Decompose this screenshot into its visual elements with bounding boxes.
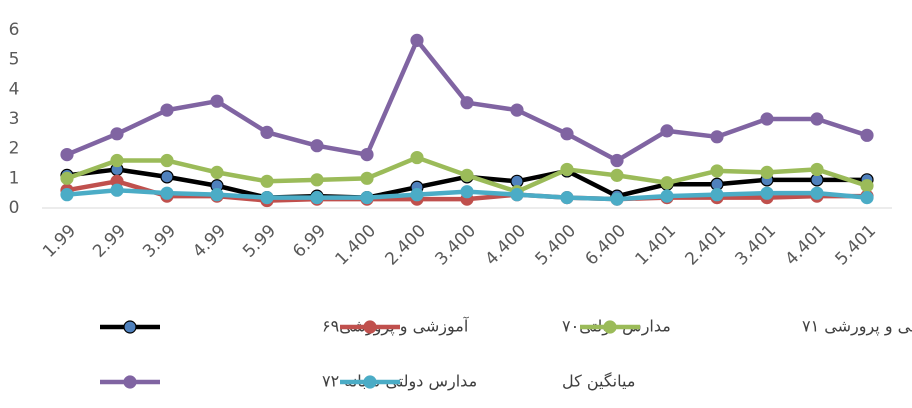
marker (160, 103, 174, 117)
y-tick-label: 2 (9, 139, 20, 159)
marker (760, 186, 774, 200)
marker (660, 189, 674, 203)
marker (310, 139, 324, 153)
marker (110, 183, 124, 197)
marker (260, 191, 274, 205)
marker (560, 162, 574, 177)
x-tick-label: 5.400 (532, 221, 581, 270)
marker (860, 179, 874, 193)
marker (510, 103, 524, 117)
marker (860, 191, 874, 205)
marker (460, 168, 474, 182)
y-tick-label: 5 (9, 50, 20, 70)
marker (260, 125, 274, 139)
marker (310, 191, 324, 205)
y-tick-label: 0 (9, 198, 20, 218)
marker (360, 191, 374, 205)
x-tick-label: 5.99 (239, 221, 280, 262)
marker (810, 112, 824, 126)
legend-marker (363, 320, 377, 334)
y-tick-label: 1 (9, 168, 20, 188)
marker (210, 94, 224, 108)
marker (160, 153, 174, 168)
x-tick-label: 2.400 (382, 221, 431, 270)
marker (560, 191, 574, 205)
marker (110, 127, 124, 141)
marker (410, 33, 424, 47)
x-tick-label: 6.99 (289, 221, 330, 262)
marker (760, 112, 774, 126)
marker (410, 188, 424, 202)
marker (660, 124, 674, 138)
marker (460, 96, 474, 110)
x-tick-label: 4.99 (189, 221, 230, 262)
x-tick-label: 1.99 (39, 221, 80, 262)
legend-marker (123, 375, 137, 389)
x-tick-label: 3.99 (139, 221, 180, 262)
marker (860, 128, 874, 142)
y-tick-label: 3 (9, 109, 20, 129)
x-tick-label: 6.400 (582, 221, 631, 270)
marker (210, 165, 224, 179)
x-tick-label: 2.99 (89, 221, 130, 262)
marker (810, 162, 824, 177)
x-tick-label: 4.400 (482, 221, 531, 270)
marker (160, 186, 174, 200)
marker (610, 153, 624, 168)
x-tick-label: 4.401 (782, 221, 831, 270)
marker (560, 127, 574, 141)
legend-label: میانگین کل (562, 372, 635, 392)
marker (660, 176, 674, 190)
legend-label: آموزشی و پرورشی ۷۱ (802, 317, 912, 337)
y-tick-label: 6 (9, 20, 20, 40)
x-tick-label: 1.400 (332, 221, 381, 270)
marker (710, 188, 724, 202)
x-tick-label: 2.401 (682, 221, 731, 270)
y-tick-label: 4 (9, 79, 20, 99)
legend-marker (603, 320, 617, 334)
legend-marker (123, 320, 137, 334)
marker (60, 148, 74, 162)
marker (360, 148, 374, 162)
marker (160, 170, 174, 184)
marker (710, 164, 724, 178)
marker (610, 192, 624, 206)
x-tick-label: 1.401 (632, 221, 681, 270)
marker (760, 165, 774, 179)
x-tick-label: 3.401 (732, 221, 781, 270)
marker (360, 171, 374, 185)
marker (260, 174, 274, 188)
marker (110, 153, 124, 168)
marker (210, 188, 224, 202)
marker (510, 188, 524, 202)
x-tick-label: 5.401 (832, 221, 881, 270)
x-tick-label: 3.400 (432, 221, 481, 270)
legend-marker (363, 375, 377, 389)
marker (610, 168, 624, 182)
marker (810, 186, 824, 200)
marker (710, 130, 724, 144)
marker (60, 188, 74, 202)
marker (410, 150, 424, 165)
marker (310, 173, 324, 187)
marker (460, 185, 474, 199)
marker (60, 171, 74, 185)
